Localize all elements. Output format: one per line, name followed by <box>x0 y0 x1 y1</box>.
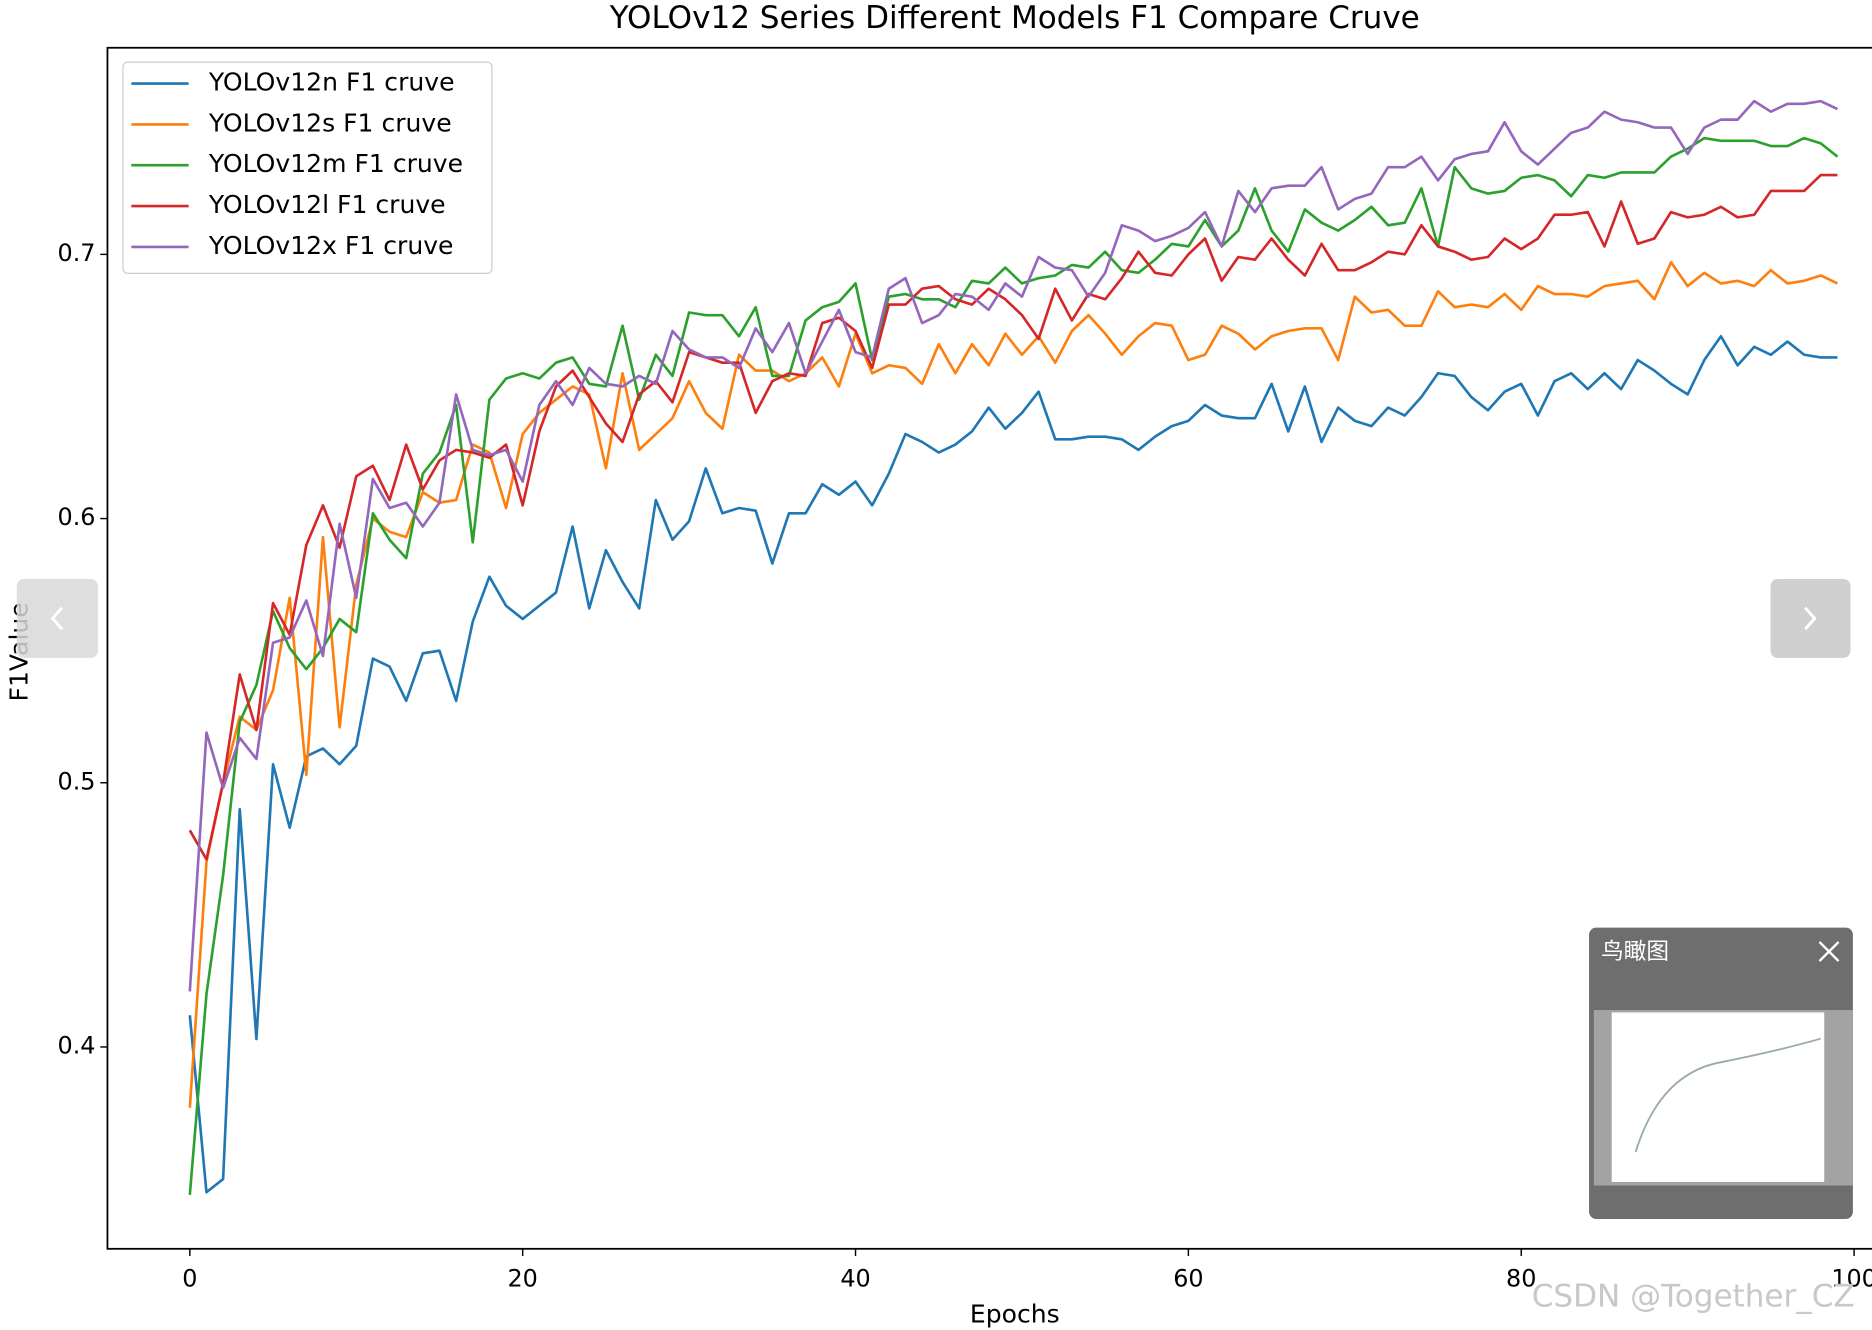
ticks: 0 20 40 60 80 100 0.4 0.5 0.6 0.7 <box>58 239 1872 1292</box>
minimap-sketch <box>1634 1037 1821 1153</box>
minimap-title: 鸟瞰图 <box>1601 939 1669 965</box>
prev-button[interactable] <box>16 579 98 658</box>
next-icon[interactable] <box>1804 606 1817 631</box>
x-tick-label: 80 <box>1506 1264 1536 1292</box>
y-tick-label: 0.5 <box>58 767 96 795</box>
legend: YOLOv12n F1 cruve YOLOv12s F1 cruve YOLOv1… <box>122 61 493 275</box>
minimap-close[interactable] <box>1818 941 1840 962</box>
watermark: CSDN @Together_CZ <box>1532 1279 1855 1315</box>
x-tick-label: 40 <box>840 1264 870 1292</box>
series-line <box>188 173 1838 861</box>
y-tick-label: 0.7 <box>58 239 96 267</box>
minimap-thumbnail[interactable] <box>1611 1012 1825 1182</box>
prev-bg[interactable] <box>16 579 98 658</box>
next-button[interactable] <box>1770 579 1851 658</box>
y-tick-label: 0.6 <box>58 503 96 531</box>
prev-icon[interactable] <box>50 606 64 631</box>
x-axis-label: Epochs <box>970 1300 1060 1329</box>
chart-title: YOLOv12 Series Different Models F1 Compa… <box>609 0 1420 36</box>
legend-label: YOLOv12l F1 cruve <box>208 190 446 219</box>
axes-frame <box>106 46 1872 1250</box>
series-line <box>188 99 1839 992</box>
series-line <box>188 334 1838 1194</box>
legend-label: YOLOv12m F1 cruve <box>208 149 463 178</box>
minimap: 鸟瞰图 <box>1589 927 1853 1219</box>
series-line <box>188 136 1839 1196</box>
y-tick-label: 0.4 <box>58 1031 96 1059</box>
x-tick-label: 0 <box>182 1264 197 1292</box>
x-tick-label: 20 <box>507 1264 537 1292</box>
x-tick-label: 100 <box>1831 1264 1872 1292</box>
plot-area <box>188 99 1839 1196</box>
legend-label: YOLOv12s F1 cruve <box>208 108 452 137</box>
x-tick-label: 60 <box>1173 1264 1203 1292</box>
legend-label: YOLOv12n F1 cruve <box>208 68 455 97</box>
next-bg[interactable] <box>1770 579 1851 658</box>
legend-label: YOLOv12x F1 cruve <box>208 231 454 260</box>
legend-box <box>122 61 493 275</box>
